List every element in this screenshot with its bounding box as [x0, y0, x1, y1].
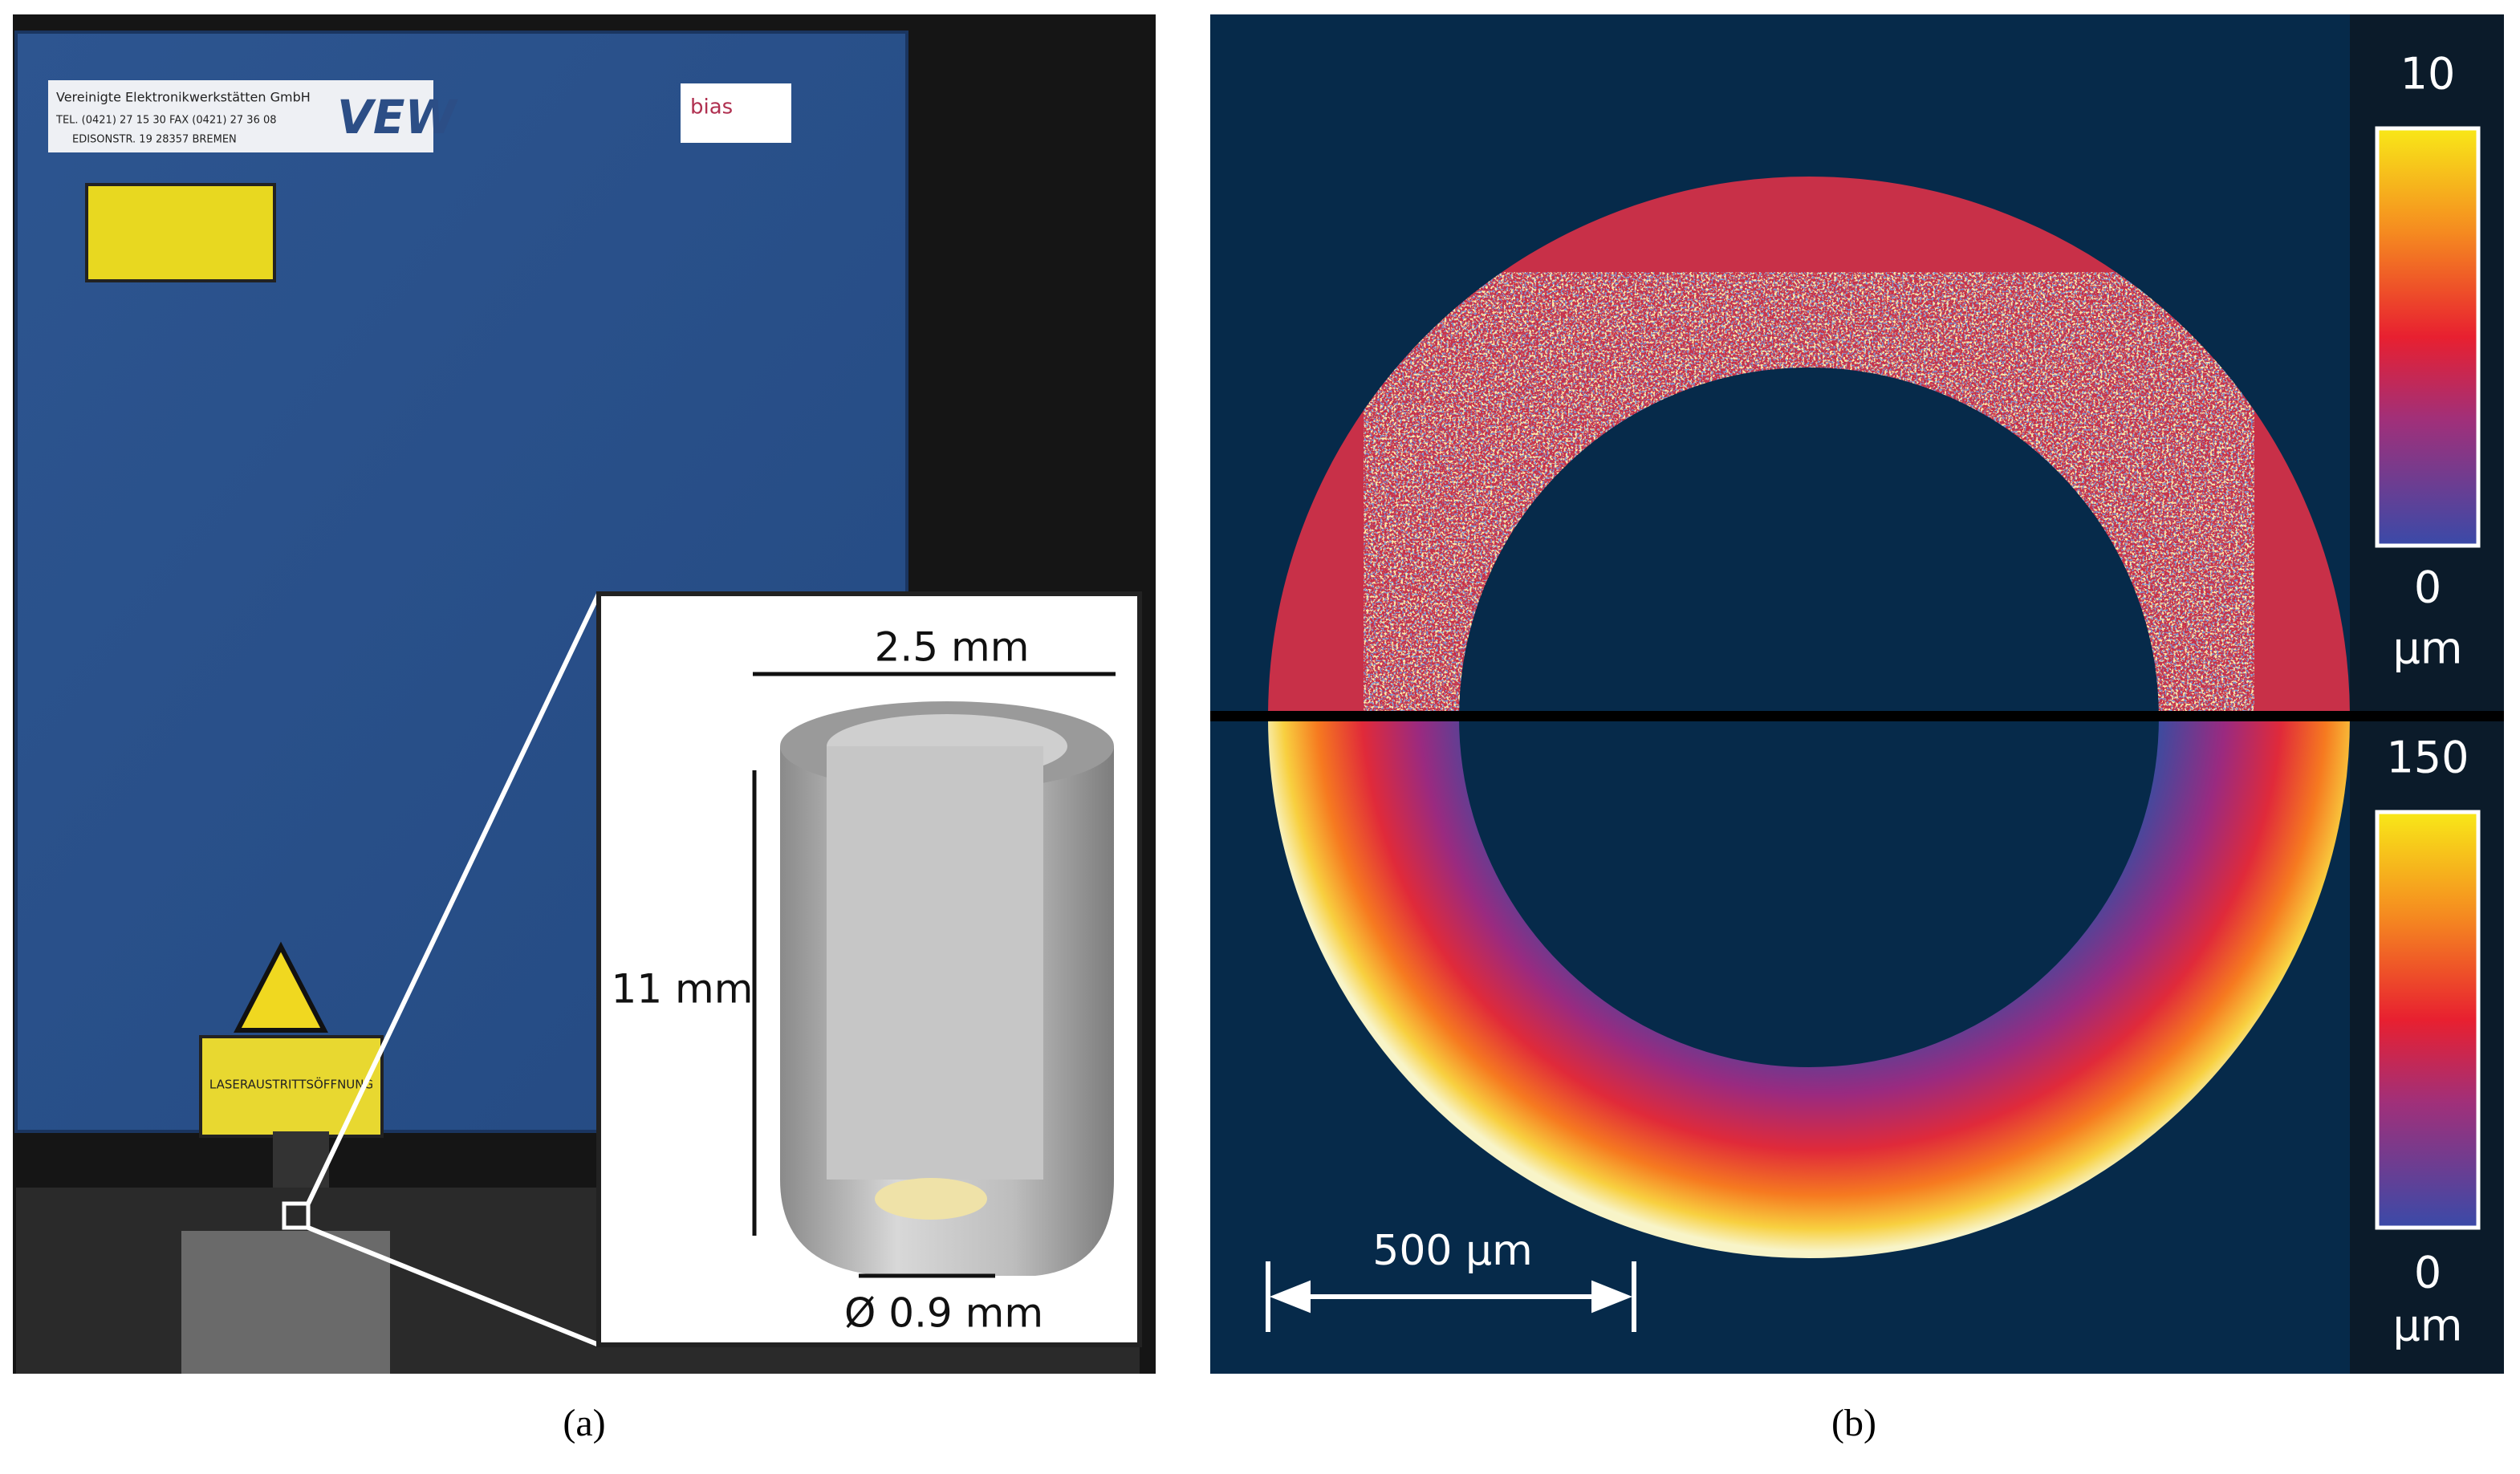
colorbar-max: 10: [2400, 49, 2456, 99]
partner-plate: [681, 83, 791, 143]
laser-warning-sign: [234, 941, 328, 1033]
colorbar-unit: µm: [2393, 623, 2463, 674]
sample-holder: [181, 1231, 390, 1374]
zoom-line: [307, 1225, 600, 1347]
colorbar-unit: µm: [2393, 1301, 2463, 1351]
company-label: Vereinigte Elektronikwerkstätten GmbH: [56, 90, 311, 105]
scale-bar-arrow: [1269, 1280, 1311, 1314]
label-plate: [48, 80, 433, 152]
ring-speckle: [1268, 177, 2350, 716]
panel-b: 10 0 µm 150 0 µm 500 µm: [1210, 14, 2504, 1374]
warning-plate: [85, 183, 276, 282]
address-label: EDISONSTR. 19 28357 BREMEN: [72, 134, 237, 146]
colorbar-top: [2375, 126, 2481, 548]
scale-bar: [1266, 1261, 1636, 1332]
colorbar-bottom: [2375, 810, 2481, 1230]
wear-map-top: [1268, 177, 2350, 716]
colorbar-min: 0: [2414, 1248, 2441, 1298]
caption-a: (a): [563, 1402, 605, 1444]
scale-bar-arrow: [1591, 1280, 1633, 1314]
zoom-marker: [282, 1201, 311, 1230]
aperture-label: LASERAUSTRITTSÖFFNUNG: [209, 1077, 373, 1092]
logo: VEW: [337, 90, 459, 144]
scale-bar-label: 500 µm: [1372, 1227, 1533, 1275]
colorbar-min: 0: [2414, 562, 2441, 613]
phone-label: TEL. (0421) 27 15 30 FAX (0421) 27 36 08: [55, 115, 277, 127]
width-label: 2.5 mm: [875, 624, 1030, 671]
zoom-line: [306, 592, 601, 1205]
height-label: 11 mm: [612, 966, 754, 1013]
panel-a: Vereinigte Elektronikwerkstätten GmbH TE…: [13, 14, 1156, 1374]
colorbar-max: 150: [2386, 733, 2469, 783]
inset: 2.5 mm 11 mm Ø 0.9 mm: [596, 591, 1142, 1347]
aperture-plate: [199, 1035, 384, 1138]
caption-b: (b): [1831, 1402, 1876, 1444]
diameter-label: Ø 0.9 mm: [844, 1290, 1043, 1337]
separator: [1210, 711, 2504, 721]
nozzle-cutaway: [827, 746, 1043, 1180]
nozzle-window: [875, 1178, 987, 1220]
partner-label: bias: [690, 95, 733, 120]
